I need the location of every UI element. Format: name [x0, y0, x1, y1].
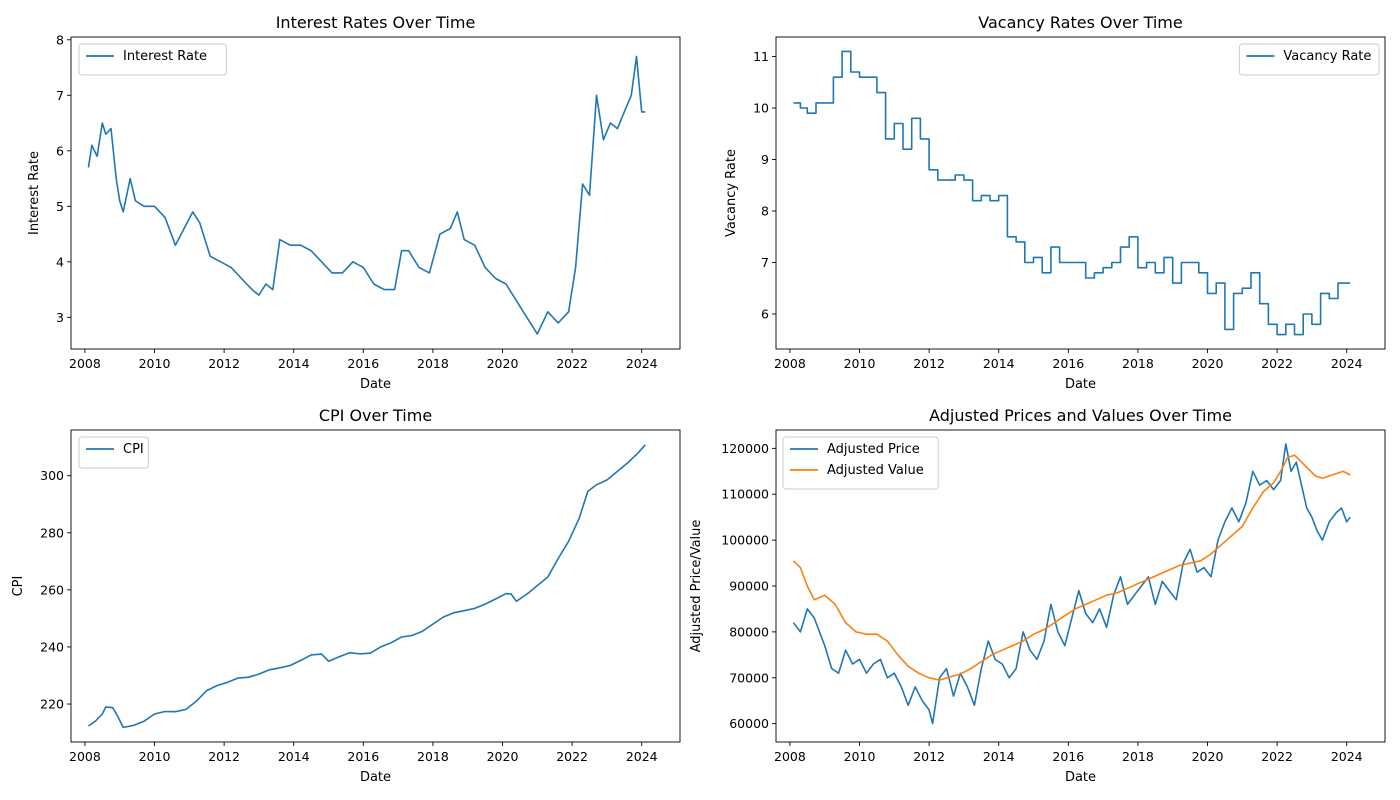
x-tick-label: 2012: [913, 749, 945, 764]
x-tick-label: 2008: [774, 356, 806, 371]
legend-box: [1238, 43, 1380, 76]
y-axis-label: Interest Rate: [27, 151, 42, 235]
plot-frame: [775, 36, 1386, 350]
x-tick-label: 2020: [487, 749, 519, 764]
legend: Vacancy Rate: [1238, 43, 1380, 76]
chart-title: CPI Over Time: [319, 406, 432, 425]
x-tick-label: 2010: [139, 749, 171, 764]
legend-box: [78, 436, 149, 469]
y-tick-label: 8: [56, 32, 64, 47]
x-tick-label: 2020: [487, 356, 519, 371]
x-tick-label: 2022: [556, 749, 588, 764]
y-axis-label: Vacancy Rate: [724, 149, 739, 237]
y-tick-label: 8: [761, 204, 769, 219]
x-tick-label: 2016: [1052, 749, 1084, 764]
series-line-2: [792, 454, 1351, 681]
legend: CPI: [78, 436, 149, 469]
x-tick-label: 2022: [1261, 356, 1293, 371]
x-tick-label: 2012: [208, 356, 240, 371]
legend-label: Adjusted Value: [827, 463, 924, 478]
y-tick-label: 260: [40, 582, 64, 597]
chart-panel-1: Interest Rates Over Time 2008 2010 2012 2014…: [27, 13, 681, 392]
x-tick-label: 2022: [1261, 749, 1293, 764]
legend-label: Interest Rate: [123, 49, 207, 64]
y-tick-label: 10: [753, 101, 769, 116]
legend: Interest Rate: [78, 43, 227, 76]
y-tick-label: 300: [40, 468, 64, 483]
x-tick-label: 2016: [347, 356, 379, 371]
series-line-1: [792, 443, 1351, 725]
x-tick-label: 2020: [1192, 749, 1224, 764]
x-tick-label: 2016: [347, 749, 379, 764]
x-tick-label: 2014: [983, 749, 1015, 764]
x-tick-label: 2012: [208, 749, 240, 764]
x-tick-label: 2016: [1052, 356, 1084, 371]
chart-title: Interest Rates Over Time: [276, 13, 476, 32]
y-tick-label: 9: [761, 152, 769, 167]
chart-panel-4: Adjusted Prices and Values Over Time 2008…: [689, 406, 1386, 785]
y-tick-label: 80000: [729, 624, 769, 639]
plot-frame: [70, 36, 681, 350]
y-tick-label: 220: [40, 697, 64, 712]
y-tick-label: 240: [40, 639, 64, 654]
legend-label: Adjusted Price: [827, 442, 920, 457]
x-axis-label: Date: [360, 770, 391, 785]
legend-box: [782, 436, 939, 490]
x-tick-label: 2024: [626, 356, 658, 371]
y-tick-label: 5: [56, 199, 64, 214]
y-axis-label: Adjusted Price/Value: [689, 520, 704, 653]
x-tick-label: 2020: [1192, 356, 1224, 371]
x-tick-label: 2018: [1122, 356, 1154, 371]
x-tick-label: 2018: [417, 749, 449, 764]
x-tick-label: 2014: [983, 356, 1015, 371]
legend-box: [78, 43, 227, 76]
chart-title: Vacancy Rates Over Time: [978, 13, 1182, 32]
legend: Adjusted Price Adjusted Value: [782, 436, 939, 490]
x-tick-label: 2014: [278, 749, 310, 764]
x-tick-label: 2010: [844, 356, 876, 371]
x-tick-label: 2010: [139, 356, 171, 371]
x-tick-label: 2022: [556, 356, 588, 371]
chart-title: Adjusted Prices and Values Over Time: [929, 406, 1232, 425]
x-tick-label: 2018: [417, 356, 449, 371]
x-axis-label: Date: [1065, 377, 1096, 392]
y-tick-label: 90000: [729, 579, 769, 594]
y-tick-label: 280: [40, 525, 64, 540]
chart-panel-3: CPI Over Time 2008 2010 2012 2014 2016 2018 202…: [11, 406, 681, 785]
y-tick-label: 6: [56, 143, 64, 158]
series-line-1: [87, 444, 646, 729]
series-line-1: [87, 55, 646, 335]
y-tick-label: 100000: [721, 533, 769, 548]
y-tick-label: 120000: [721, 441, 769, 456]
x-axis-label: Date: [1065, 770, 1096, 785]
y-tick-label: 7: [761, 255, 769, 270]
x-tick-label: 2008: [69, 749, 101, 764]
x-tick-label: 2012: [913, 356, 945, 371]
y-tick-label: 3: [56, 310, 64, 325]
x-tick-label: 2008: [69, 356, 101, 371]
chart-panel-2: Vacancy Rates Over Time 2008 2010 2012 2014 2…: [724, 13, 1386, 392]
plot-frame: [70, 429, 681, 743]
x-tick-label: 2024: [1331, 356, 1363, 371]
series-line-1: [793, 50, 1351, 336]
x-tick-label: 2024: [626, 749, 658, 764]
y-tick-label: 6: [761, 306, 769, 321]
y-tick-label: 4: [56, 254, 64, 269]
x-tick-label: 2010: [844, 749, 876, 764]
y-tick-label: 7: [56, 88, 64, 103]
x-tick-label: 2024: [1331, 749, 1363, 764]
y-tick-label: 70000: [729, 670, 769, 685]
legend-label: Vacancy Rate: [1283, 49, 1371, 64]
y-tick-label: 110000: [721, 487, 769, 502]
x-tick-label: 2008: [774, 749, 806, 764]
y-axis-label: CPI: [11, 576, 26, 597]
y-tick-label: 11: [753, 49, 769, 64]
y-tick-label: 60000: [729, 716, 769, 731]
x-axis-label: Date: [360, 377, 391, 392]
x-tick-label: 2014: [278, 356, 310, 371]
legend-label: CPI: [123, 442, 144, 457]
x-tick-label: 2018: [1122, 749, 1154, 764]
